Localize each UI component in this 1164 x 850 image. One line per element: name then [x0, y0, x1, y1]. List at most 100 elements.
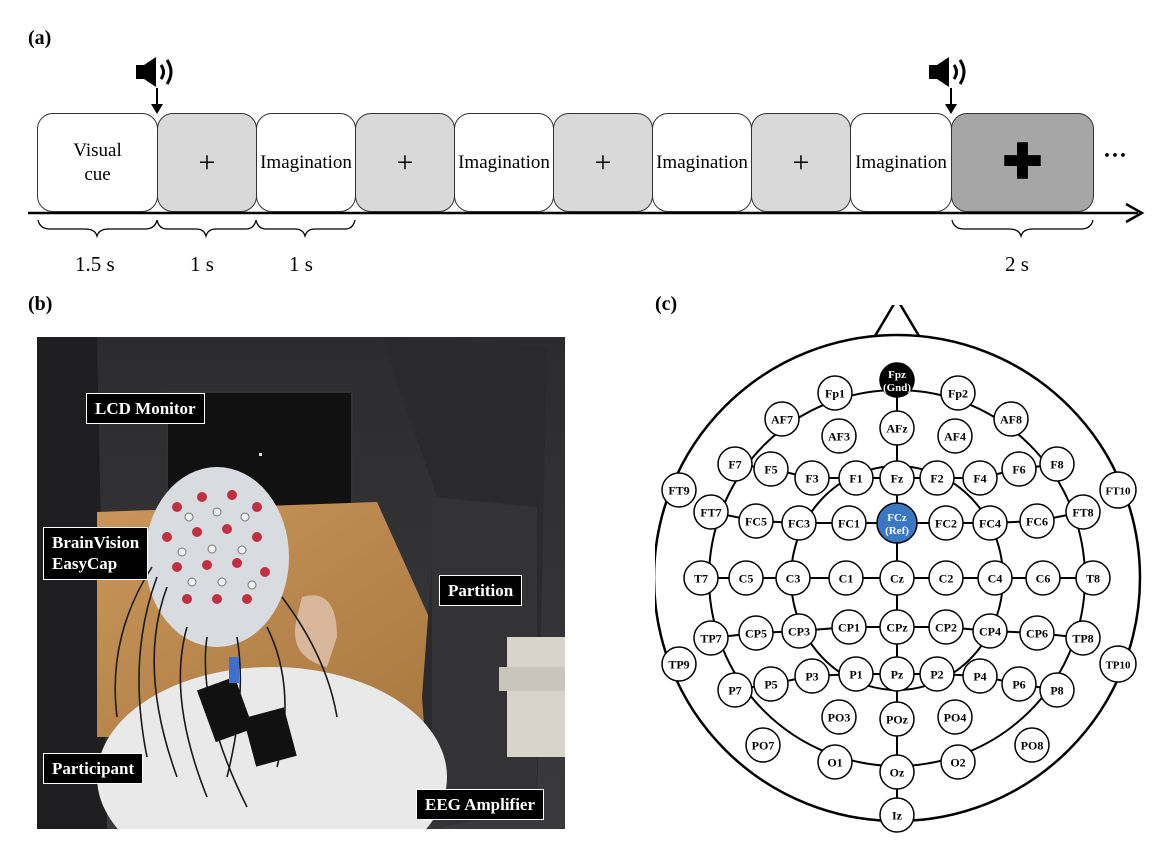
electrode-label: F5 — [764, 463, 777, 477]
electrode-p2: P2 — [919, 656, 955, 692]
electrode-f5: F5 — [753, 451, 789, 487]
electrode-label: P6 — [1012, 678, 1025, 692]
electrode-label: PO4 — [944, 711, 967, 725]
electrode-p8: P8 — [1039, 672, 1075, 708]
electrode-label: F6 — [1012, 463, 1025, 477]
electrode-label: (Ref) — [885, 525, 909, 537]
electrode-po3: PO3 — [821, 699, 857, 735]
electrode-cp3: CP3 — [781, 613, 817, 649]
electrode-c3: C3 — [775, 560, 811, 596]
electrode-f1: F1 — [838, 460, 874, 496]
imagination-box: Imagination — [850, 113, 952, 212]
electrode-f8: F8 — [1039, 446, 1075, 482]
fixation-box: + — [553, 113, 653, 212]
electrode-p3: P3 — [794, 658, 830, 694]
electrode-label: FC2 — [935, 517, 957, 531]
electrode-c4: C4 — [977, 560, 1013, 596]
electrode-label: Iz — [892, 809, 903, 823]
electrode-label: CPz — [886, 621, 908, 635]
electrode-c1: C1 — [828, 560, 864, 596]
continuation-ellipsis: ··· — [1103, 143, 1128, 169]
speaker-icon — [929, 57, 966, 87]
electrode-fp1: Fp1 — [817, 375, 853, 411]
electrode-label: AFz — [886, 422, 908, 436]
electrode-label: P5 — [764, 678, 777, 692]
electrode-t8: T8 — [1075, 560, 1111, 596]
electrode-label: Oz — [890, 766, 905, 780]
electrode-label: CP2 — [935, 621, 957, 635]
electrode-cp5: CP5 — [738, 615, 774, 651]
electrode-label: CP1 — [838, 621, 860, 635]
imagination-box: Imagination — [256, 113, 356, 212]
electrode-ft7: FT7 — [693, 494, 729, 530]
electrode-p7: P7 — [717, 672, 753, 708]
electrode-ft8: FT8 — [1065, 494, 1101, 530]
electrode-f2: F2 — [919, 460, 955, 496]
electrode-ft10: FT10 — [1099, 471, 1137, 509]
electrode-label: C2 — [939, 572, 954, 586]
electrode-label: C3 — [786, 572, 801, 586]
electrode-label: Cz — [890, 572, 905, 586]
electrode-label: O1 — [827, 756, 842, 770]
electrode-fpz: Fpz(Gnd) — [879, 362, 915, 398]
electrode-label: C6 — [1036, 572, 1051, 586]
duration-label: 2 s — [1005, 252, 1029, 276]
electrode-f6: F6 — [1001, 451, 1037, 487]
label-participant: Participant — [43, 753, 144, 785]
electrode-label: C5 — [739, 572, 754, 586]
electrode-label: Fp1 — [825, 387, 845, 401]
timeline-graphics — [28, 57, 1145, 239]
electrode-label: Pz — [891, 668, 904, 682]
electrode-fc4: FC4 — [972, 505, 1008, 541]
electrode-label: POz — [886, 713, 909, 727]
electrode-label: Fpz — [888, 369, 906, 381]
fixation-box: + — [355, 113, 455, 212]
electrode-label: PO7 — [752, 739, 775, 753]
electrode-label: F1 — [849, 472, 862, 486]
electrode-label: PO3 — [828, 711, 851, 725]
electrode-oz: Oz — [879, 754, 915, 790]
electrode-pz: Pz — [879, 656, 915, 692]
electrode-c2: C2 — [928, 560, 964, 596]
electrode-cp4: CP4 — [972, 613, 1008, 649]
electrode-label: FT8 — [1072, 506, 1093, 520]
electrode-label: AF4 — [944, 430, 966, 444]
electrode-afz: AFz — [879, 410, 915, 446]
fixation-box: + — [157, 113, 257, 212]
electrode-fc6: FC6 — [1019, 503, 1055, 539]
electrode-label: Fp2 — [948, 387, 968, 401]
electrode-p1: P1 — [838, 656, 874, 692]
electrode-cp2: CP2 — [928, 609, 964, 645]
electrode-montage: Fpz (Gnd) Fp1 Fp2 AF7 AF3 AFz AF4 AF8 F7 F5 F3 F1 Fz F… — [652, 296, 1145, 845]
electrode-label: F8 — [1050, 458, 1063, 472]
electrode-af8: AF8 — [993, 401, 1029, 437]
electrode-fc2: FC2 — [928, 505, 964, 541]
imagination-box: Imagination — [454, 113, 554, 212]
electrode-label: CP6 — [1026, 627, 1048, 641]
electrode-label: CP4 — [979, 625, 1001, 639]
electrode-label: TP8 — [1072, 632, 1093, 646]
electrode-label: CP3 — [788, 625, 810, 639]
electrode-label: T7 — [694, 572, 708, 586]
electrode-fcz: FCz(Ref) — [876, 502, 918, 544]
label-eeg-amplifier: EEG Amplifier — [416, 789, 545, 821]
electrode-af7: AF7 — [764, 401, 800, 437]
electrode-label: (Gnd) — [883, 382, 911, 394]
duration-label: 1 s — [289, 252, 313, 276]
rest-cross-icon: ✚ — [1002, 135, 1043, 189]
speaker-icon — [136, 57, 173, 87]
electrode-label: O2 — [950, 756, 965, 770]
electrode-label: FC6 — [1026, 515, 1048, 529]
duration-label: 1.5 s — [75, 252, 115, 276]
electrode-label: FC3 — [788, 517, 810, 531]
electrode-o2: O2 — [940, 744, 976, 780]
electrode-iz: Iz — [879, 797, 915, 833]
electrode-cp6: CP6 — [1019, 615, 1055, 651]
electrode-p4: P4 — [962, 658, 998, 694]
paradigm-timeline: Visual cue + Imagination + Imagination +… — [0, 0, 1164, 290]
setup-photo: LCD Monitor BrainVision EasyCap Partitio… — [37, 337, 565, 829]
visual-cue-box: Visual cue — [37, 113, 158, 212]
panel-label-b: (b) — [28, 293, 53, 315]
electrode-f4: F4 — [962, 460, 998, 496]
electrode-label: FC1 — [838, 517, 860, 531]
